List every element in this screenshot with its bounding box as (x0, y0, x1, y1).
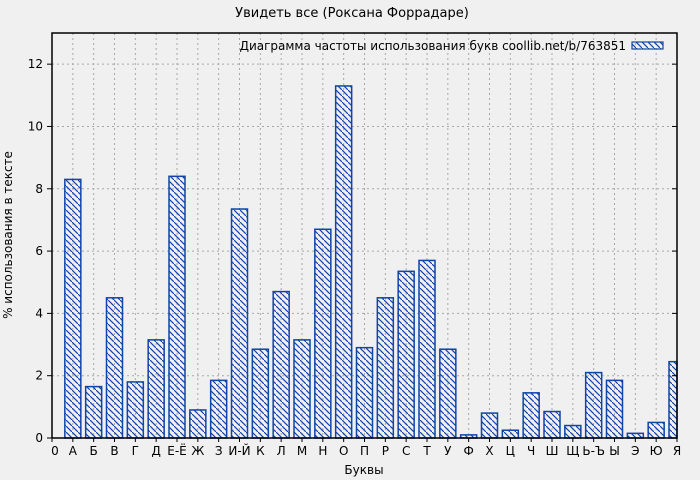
x-tick-label: Р (382, 444, 389, 458)
x-tick-label: С (402, 444, 410, 458)
x-tick-label: Т (422, 444, 431, 458)
x-tick-label: Л (277, 444, 286, 458)
bar-Ю (647, 421, 665, 439)
x-tick-label: Ж (191, 444, 204, 458)
y-tick-label: 12 (28, 57, 43, 71)
y-axis-label: % использования в тексте (1, 151, 15, 319)
bar-Я (668, 360, 678, 439)
bar-З (209, 379, 228, 439)
bar-Х (480, 412, 499, 439)
x-tick-label: П (360, 444, 369, 458)
x-tick-label: Ф (463, 444, 473, 458)
x-tick-label: А (69, 444, 78, 458)
x-tick-label: И-Й (228, 443, 250, 458)
bar-Ч (522, 392, 540, 439)
bar-Ц (501, 429, 520, 439)
x-tick-label: 0 (51, 444, 59, 458)
tick-labels: 0 А Б В Г Д Е-Ё Ж З И-Й К Л М Н О П Р С Т У Ф Х Ц Ч Ш Щ Ь-Ъ Ы Э Ю Я024… (28, 57, 681, 458)
bar-Р (376, 297, 395, 439)
bar-Л (272, 290, 290, 439)
x-tick-label: Н (318, 444, 327, 458)
y-tick-label: 0 (35, 431, 43, 445)
bar-Ж (189, 409, 207, 439)
bar-Ш (543, 410, 561, 439)
x-tick-label: Ы (609, 444, 620, 458)
x-tick-label: О (339, 444, 348, 458)
bar-П (355, 346, 374, 439)
y-tick-label: 6 (35, 244, 43, 258)
bar-Г (126, 381, 145, 439)
x-tick-label: Б (90, 444, 98, 458)
bar-М (293, 339, 311, 439)
bar-К (251, 348, 270, 439)
chart-title: Увидеть все (Роксана Форрадаре) (235, 6, 469, 21)
y-tick-label: 10 (28, 119, 43, 133)
bar-Ь-Ъ (584, 371, 603, 439)
y-tick-label: 4 (35, 306, 43, 320)
grid-lines (52, 33, 678, 438)
x-tick-label: Ю (650, 444, 663, 458)
x-tick-label: Х (485, 444, 493, 458)
x-tick-label: М (297, 444, 307, 458)
bar-С (397, 270, 415, 439)
x-tick-label: Ч (527, 444, 535, 458)
bar-Ы (605, 379, 624, 439)
legend-label: Диаграмма частоты использования букв coo… (240, 39, 626, 53)
bar-А (64, 178, 82, 439)
x-tick-label: Г (132, 444, 139, 458)
bar-Щ (564, 424, 582, 439)
x-tick-label: З (215, 444, 223, 458)
x-tick-label: Ш (546, 444, 559, 458)
x-tick-label: Я (673, 444, 681, 458)
bar-О (334, 85, 353, 439)
x-tick-label: Щ (566, 444, 579, 458)
y-tick-label: 2 (35, 369, 43, 383)
x-tick-label: У (444, 444, 452, 458)
legend-key-swatch (631, 41, 664, 50)
bar-Д (147, 339, 165, 439)
bar-У (439, 348, 457, 439)
x-tick-label: Ь-Ъ (582, 444, 605, 458)
bar-Б (84, 385, 103, 439)
x-tick-label: В (110, 444, 118, 458)
x-tick-label: Д (151, 444, 160, 458)
x-tick-label: Э (631, 444, 639, 458)
x-tick-label: Ц (506, 444, 515, 458)
y-tick-label: 8 (35, 182, 43, 196)
bar-И-Й (230, 208, 249, 439)
x-axis-label: Буквы (344, 463, 383, 477)
bar-Н (314, 228, 332, 439)
x-tick-label: Е-Ё (167, 443, 187, 458)
bar-В (105, 297, 124, 439)
x-tick-label: К (256, 444, 265, 458)
bar-Е-Ё (168, 175, 186, 439)
bar-Т (418, 259, 436, 439)
axis-ticks (47, 63, 678, 442)
